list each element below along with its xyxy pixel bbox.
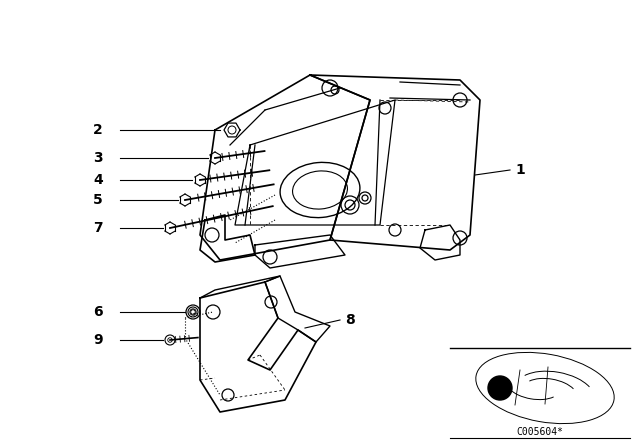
Text: 3: 3 [93,151,103,165]
Text: C005604*: C005604* [516,427,563,437]
Text: 9: 9 [93,333,103,347]
Text: 7: 7 [93,221,103,235]
Text: 2: 2 [93,123,103,137]
Text: 1: 1 [515,163,525,177]
Text: 8: 8 [345,313,355,327]
Text: 5: 5 [93,193,103,207]
Text: 6: 6 [93,305,103,319]
Circle shape [488,376,512,400]
Text: 4: 4 [93,173,103,187]
